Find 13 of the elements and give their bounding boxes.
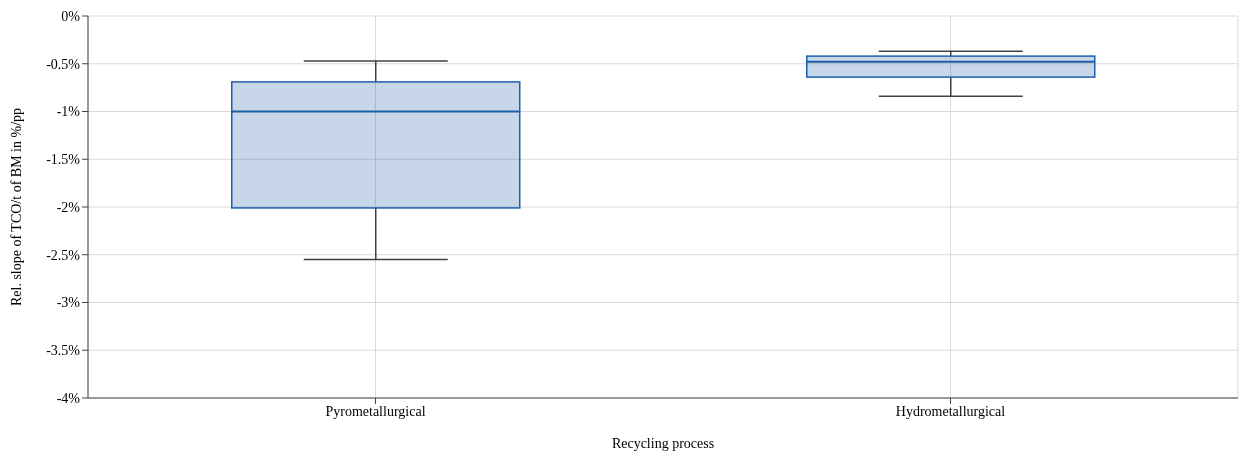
y-tick-label: -0.5%: [46, 56, 81, 72]
y-tick-label: -1.5%: [46, 152, 81, 168]
y-tick-label: -4%: [56, 390, 81, 406]
y-tick-label: -3%: [56, 295, 81, 311]
y-tick-label: -3.5%: [46, 343, 81, 359]
y-tick-label: -1%: [56, 104, 81, 120]
x-tick-label: Pyrometallurgical: [325, 403, 426, 419]
x-axis-title: Recycling process: [611, 436, 715, 451]
x-tick-label: Hydrometallurgical: [895, 403, 1006, 419]
y-axis-title: Rel. slope of TCO/t of BM in %/pp: [8, 107, 24, 307]
y-tick-label: 0%: [61, 8, 81, 24]
y-tick-label: -2.5%: [46, 247, 81, 263]
y-tick-label: -2%: [56, 199, 81, 215]
